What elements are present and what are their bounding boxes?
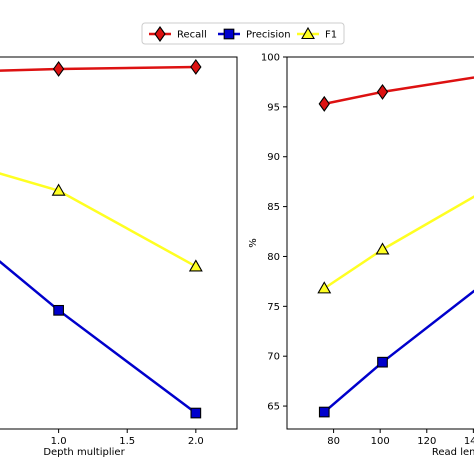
point-precision — [190, 407, 202, 419]
y-tick-label: 100 — [261, 53, 280, 64]
x-tick-label: 1.5 — [119, 436, 135, 447]
series-line-precision — [0, 260, 197, 415]
point-f1 — [188, 259, 203, 272]
legend-marker-recall — [154, 26, 166, 42]
series-line-f1 — [323, 195, 474, 290]
point-f1 — [51, 183, 66, 196]
series-line-precision — [323, 289, 474, 413]
x-tick-label: 1.0 — [51, 436, 67, 447]
point-recall — [190, 59, 202, 75]
x-axis-label: Depth multiplier — [43, 447, 125, 458]
legend-label-precision: Precision — [246, 30, 291, 41]
series-line-f1 — [0, 172, 197, 268]
legend-marker-f1 — [301, 26, 315, 40]
series-group — [0, 59, 203, 419]
series-line-recall — [324, 76, 474, 106]
point-recall — [318, 95, 330, 112]
legend-label-f1: F1 — [325, 30, 337, 41]
legend-marker-precision — [223, 28, 235, 40]
plot-frame — [286, 56, 474, 430]
point-f1 — [375, 242, 390, 255]
y-tick-label: 65 — [267, 402, 280, 413]
y-tick-label: 90 — [267, 152, 280, 163]
x-tick-label: 140 — [464, 436, 474, 447]
plot-frame — [0, 56, 238, 430]
point-precision — [318, 406, 330, 418]
x-tick-label: 120 — [417, 436, 436, 447]
x-tick-label: 80 — [327, 436, 340, 447]
y-tick-label: 70 — [267, 352, 280, 363]
point-recall — [376, 83, 389, 100]
y-tick-label: 80 — [267, 252, 280, 263]
point-f1 — [317, 281, 332, 294]
x-axis-label: Read length — [432, 447, 474, 458]
x-tick-label: 2.0 — [188, 436, 204, 447]
y-tick-label: 75 — [267, 302, 280, 313]
point-recall — [52, 61, 65, 77]
y-tick-label: 95 — [267, 102, 280, 113]
point-precision — [53, 304, 64, 316]
series-line-recall — [0, 65, 196, 72]
y-tick-label: 85 — [267, 202, 280, 213]
x-tick-label: 100 — [371, 436, 390, 447]
legend: Recall Precision F1 — [141, 22, 345, 45]
right-panel: 80 100 120 140 65 70 75 80 85 90 95 100 Read length% — [248, 53, 474, 458]
legend-frame — [141, 22, 345, 45]
left-panel: 1.0 1.5 2.0 Depth multiplier — [0, 56, 238, 458]
y-axis-label: % — [248, 238, 259, 248]
legend-label-recall: Recall — [177, 30, 207, 41]
point-precision — [377, 356, 388, 368]
series-group — [317, 76, 474, 418]
